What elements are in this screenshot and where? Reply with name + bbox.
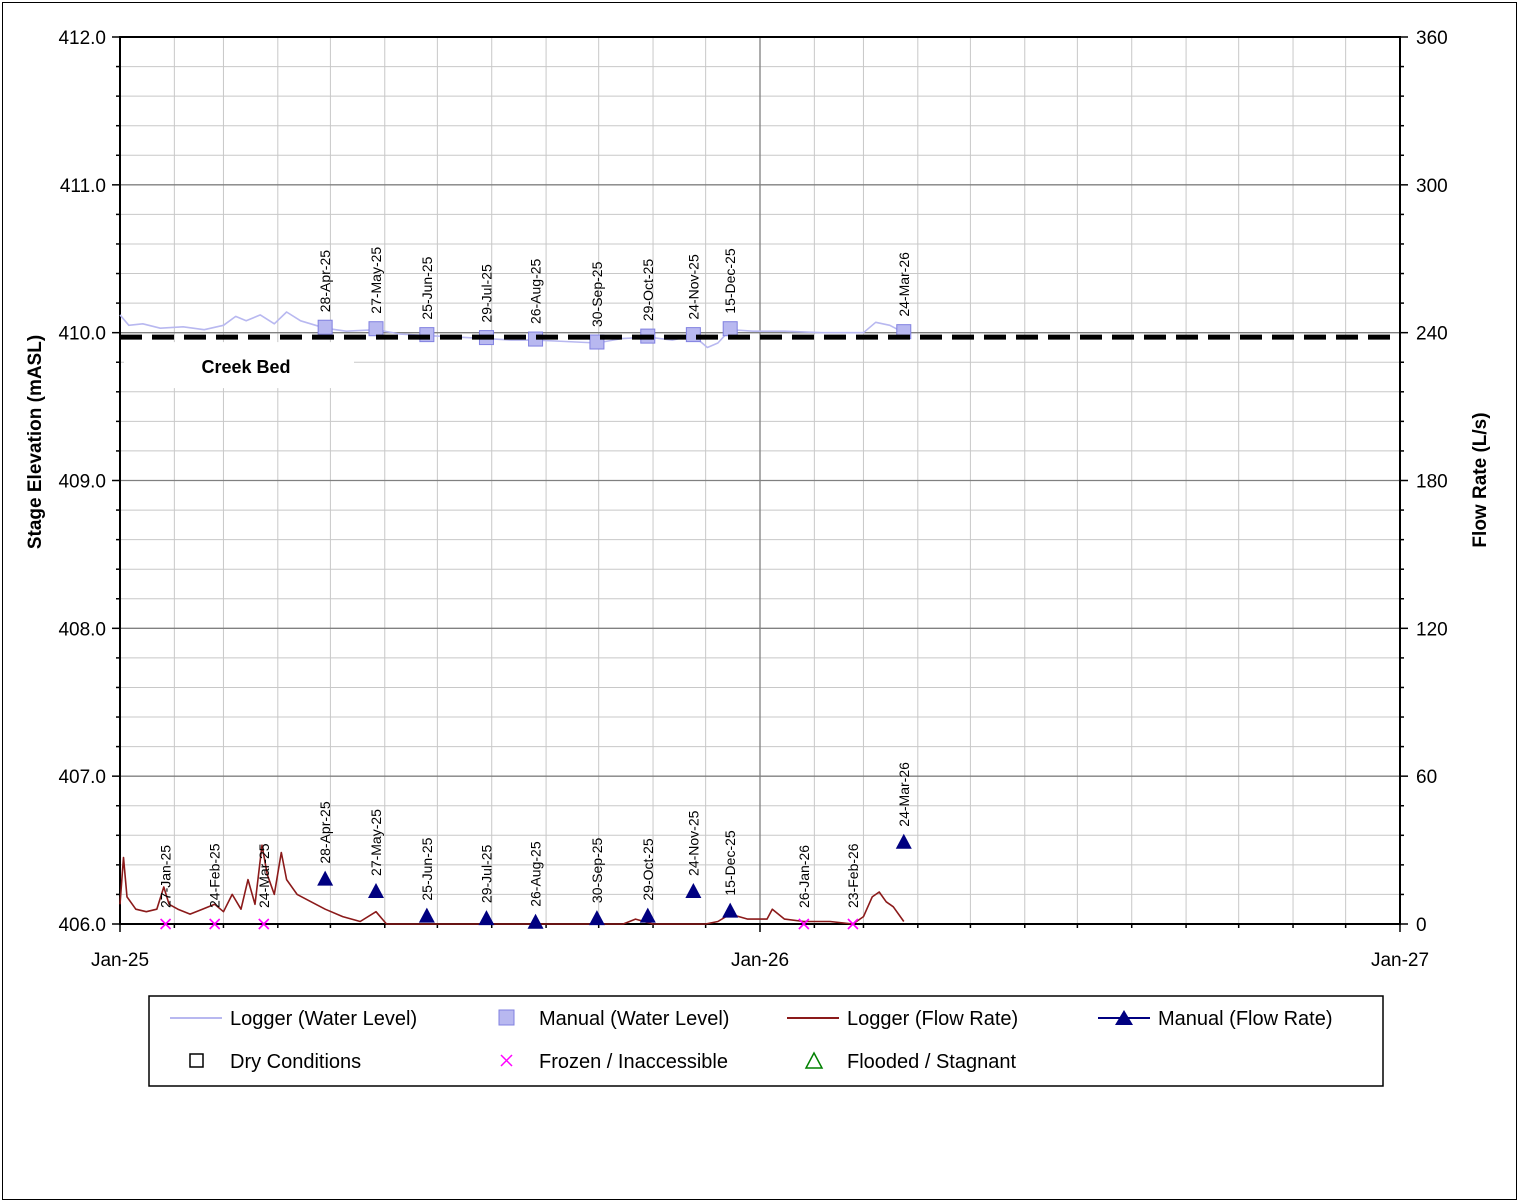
lower-event-label: 24-Mar-25 [256,843,272,908]
x-tick-label: Jan-27 [1371,950,1429,971]
series-layer [119,311,912,930]
major-gridlines [120,37,1400,924]
y2-tick-label: 180 [1416,472,1448,493]
manual-flow-rate-marker [527,913,544,929]
upper-event-label: 24-Mar-26 [896,252,912,317]
annotation-labels: 28-Apr-25 27-May-25 25-Jun-25 29-Jul-25 26-A… [158,247,912,908]
y2-tick-label: 240 [1416,324,1448,345]
creek-bed-label-bg [124,342,354,389]
y2-axis-title: Flow Rate (L/s) [1470,412,1491,547]
y2-tick-label: 120 [1416,619,1448,640]
lower-event-label: 27-Jan-25 [158,845,174,908]
x-tick-label: Jan-25 [91,950,149,971]
manual-water-level-marker [722,321,738,337]
creek-bed-label: Creek Bed [201,357,290,377]
upper-event-label: 28-Apr-25 [317,250,333,312]
lower-event-label: 30-Sep-25 [589,837,605,903]
y-tick-label: 408.0 [58,619,106,640]
logger-water-level-line [119,311,905,349]
manual-flow-rate-marker [722,902,739,918]
legend-box [148,995,1384,1087]
y2-tick-label: 360 [1416,28,1448,49]
legend-logger-water-level: Logger (Water Level) [230,1008,417,1030]
lower-event-label: 24-Feb-25 [207,843,223,908]
legend-flooded-stagnant: Flooded / Stagnant [847,1051,1016,1073]
legend-frozen-inaccessible: Frozen / Inaccessible [539,1051,728,1073]
upper-event-label: 26-Aug-25 [528,258,544,324]
lower-event-label: 24-Mar-26 [896,762,912,827]
upper-event-label: 27-May-25 [368,247,384,314]
frozen-inaccessible-marker [798,918,810,930]
lower-event-label: 29-Jul-25 [478,844,494,903]
legend-manual-water-level: Manual (Water Level) [539,1008,729,1030]
y-tick-label: 407.0 [58,767,106,788]
upper-event-label: 30-Sep-25 [589,261,605,327]
lower-event-label: 15-Dec-25 [722,830,738,896]
y2-tick-label: 60 [1416,767,1437,788]
legend-dry-conditions: Dry Conditions [230,1051,361,1073]
manual-flow-rate-marker [639,907,656,923]
lower-event-label: 26-Aug-25 [528,841,544,907]
manual-flow-rate-marker [895,833,912,849]
axis-ticks [112,36,1408,932]
y2-tick-label: 300 [1416,176,1448,197]
legend-open-square-icon [189,1053,204,1068]
upper-event-label: 24-Nov-25 [685,254,701,320]
legend: Logger (Water Level) Manual (Water Level… [148,995,1384,1087]
axis-labels: 406.0 407.0 408.0 409.0 410.0 411.0 412.0 0 60 12… [58,28,1447,971]
manual-flow-rate-marker [588,910,605,926]
frozen-inaccessible-marker [209,918,221,930]
legend-logger-flow-rate: Logger (Flow Rate) [847,1008,1018,1030]
lower-event-label: 25-Jun-25 [419,837,435,900]
upper-event-label: 29-Jul-25 [478,264,494,323]
lower-event-label: 27-May-25 [368,809,384,876]
y-tick-label: 410.0 [58,324,106,345]
manual-flow-rate-marker [478,910,495,926]
manual-flow-rate-marker [317,870,334,886]
lower-event-label: 26-Jan-26 [796,845,812,908]
legend-open-triangle-icon [804,1051,824,1069]
manual-flow-rate-marker [418,907,435,923]
upper-event-label: 15-Dec-25 [722,248,738,314]
upper-event-label: 29-Oct-25 [640,259,656,321]
y-tick-label: 406.0 [58,915,106,936]
x-tick-label: Jan-26 [731,950,789,971]
frozen-inaccessible-marker [847,918,859,930]
lower-event-label: 29-Oct-25 [640,838,656,900]
frozen-inaccessible-marker [258,918,270,930]
legend-x-icon [500,1054,513,1067]
manual-water-level-marker [317,319,333,335]
lower-event-label: 28-Apr-25 [317,801,333,863]
legend-manual-water-level-swatch [498,1009,515,1026]
logger-flow-rate-line [119,844,905,925]
legend-manual-flow-rate: Manual (Flow Rate) [1158,1008,1333,1030]
manual-flow-rate-marker [685,882,702,898]
y-tick-label: 411.0 [60,176,106,197]
upper-event-label: 25-Jun-25 [419,256,435,319]
creek-bed-reference: Creek Bed [120,334,1400,389]
lower-event-label: 23-Feb-26 [845,843,861,908]
y-tick-label: 412.0 [58,28,106,49]
y2-tick-label: 0 [1416,915,1427,936]
manual-water-level-marker [368,321,384,337]
legend-triangle-icon [1115,1010,1133,1025]
lower-event-label: 24-Nov-25 [685,810,701,876]
y-tick-label: 409.0 [58,472,106,493]
y-axis-title: Stage Elevation (mASL) [25,335,46,549]
frozen-inaccessible-marker [160,918,172,930]
manual-flow-rate-marker [368,882,384,898]
